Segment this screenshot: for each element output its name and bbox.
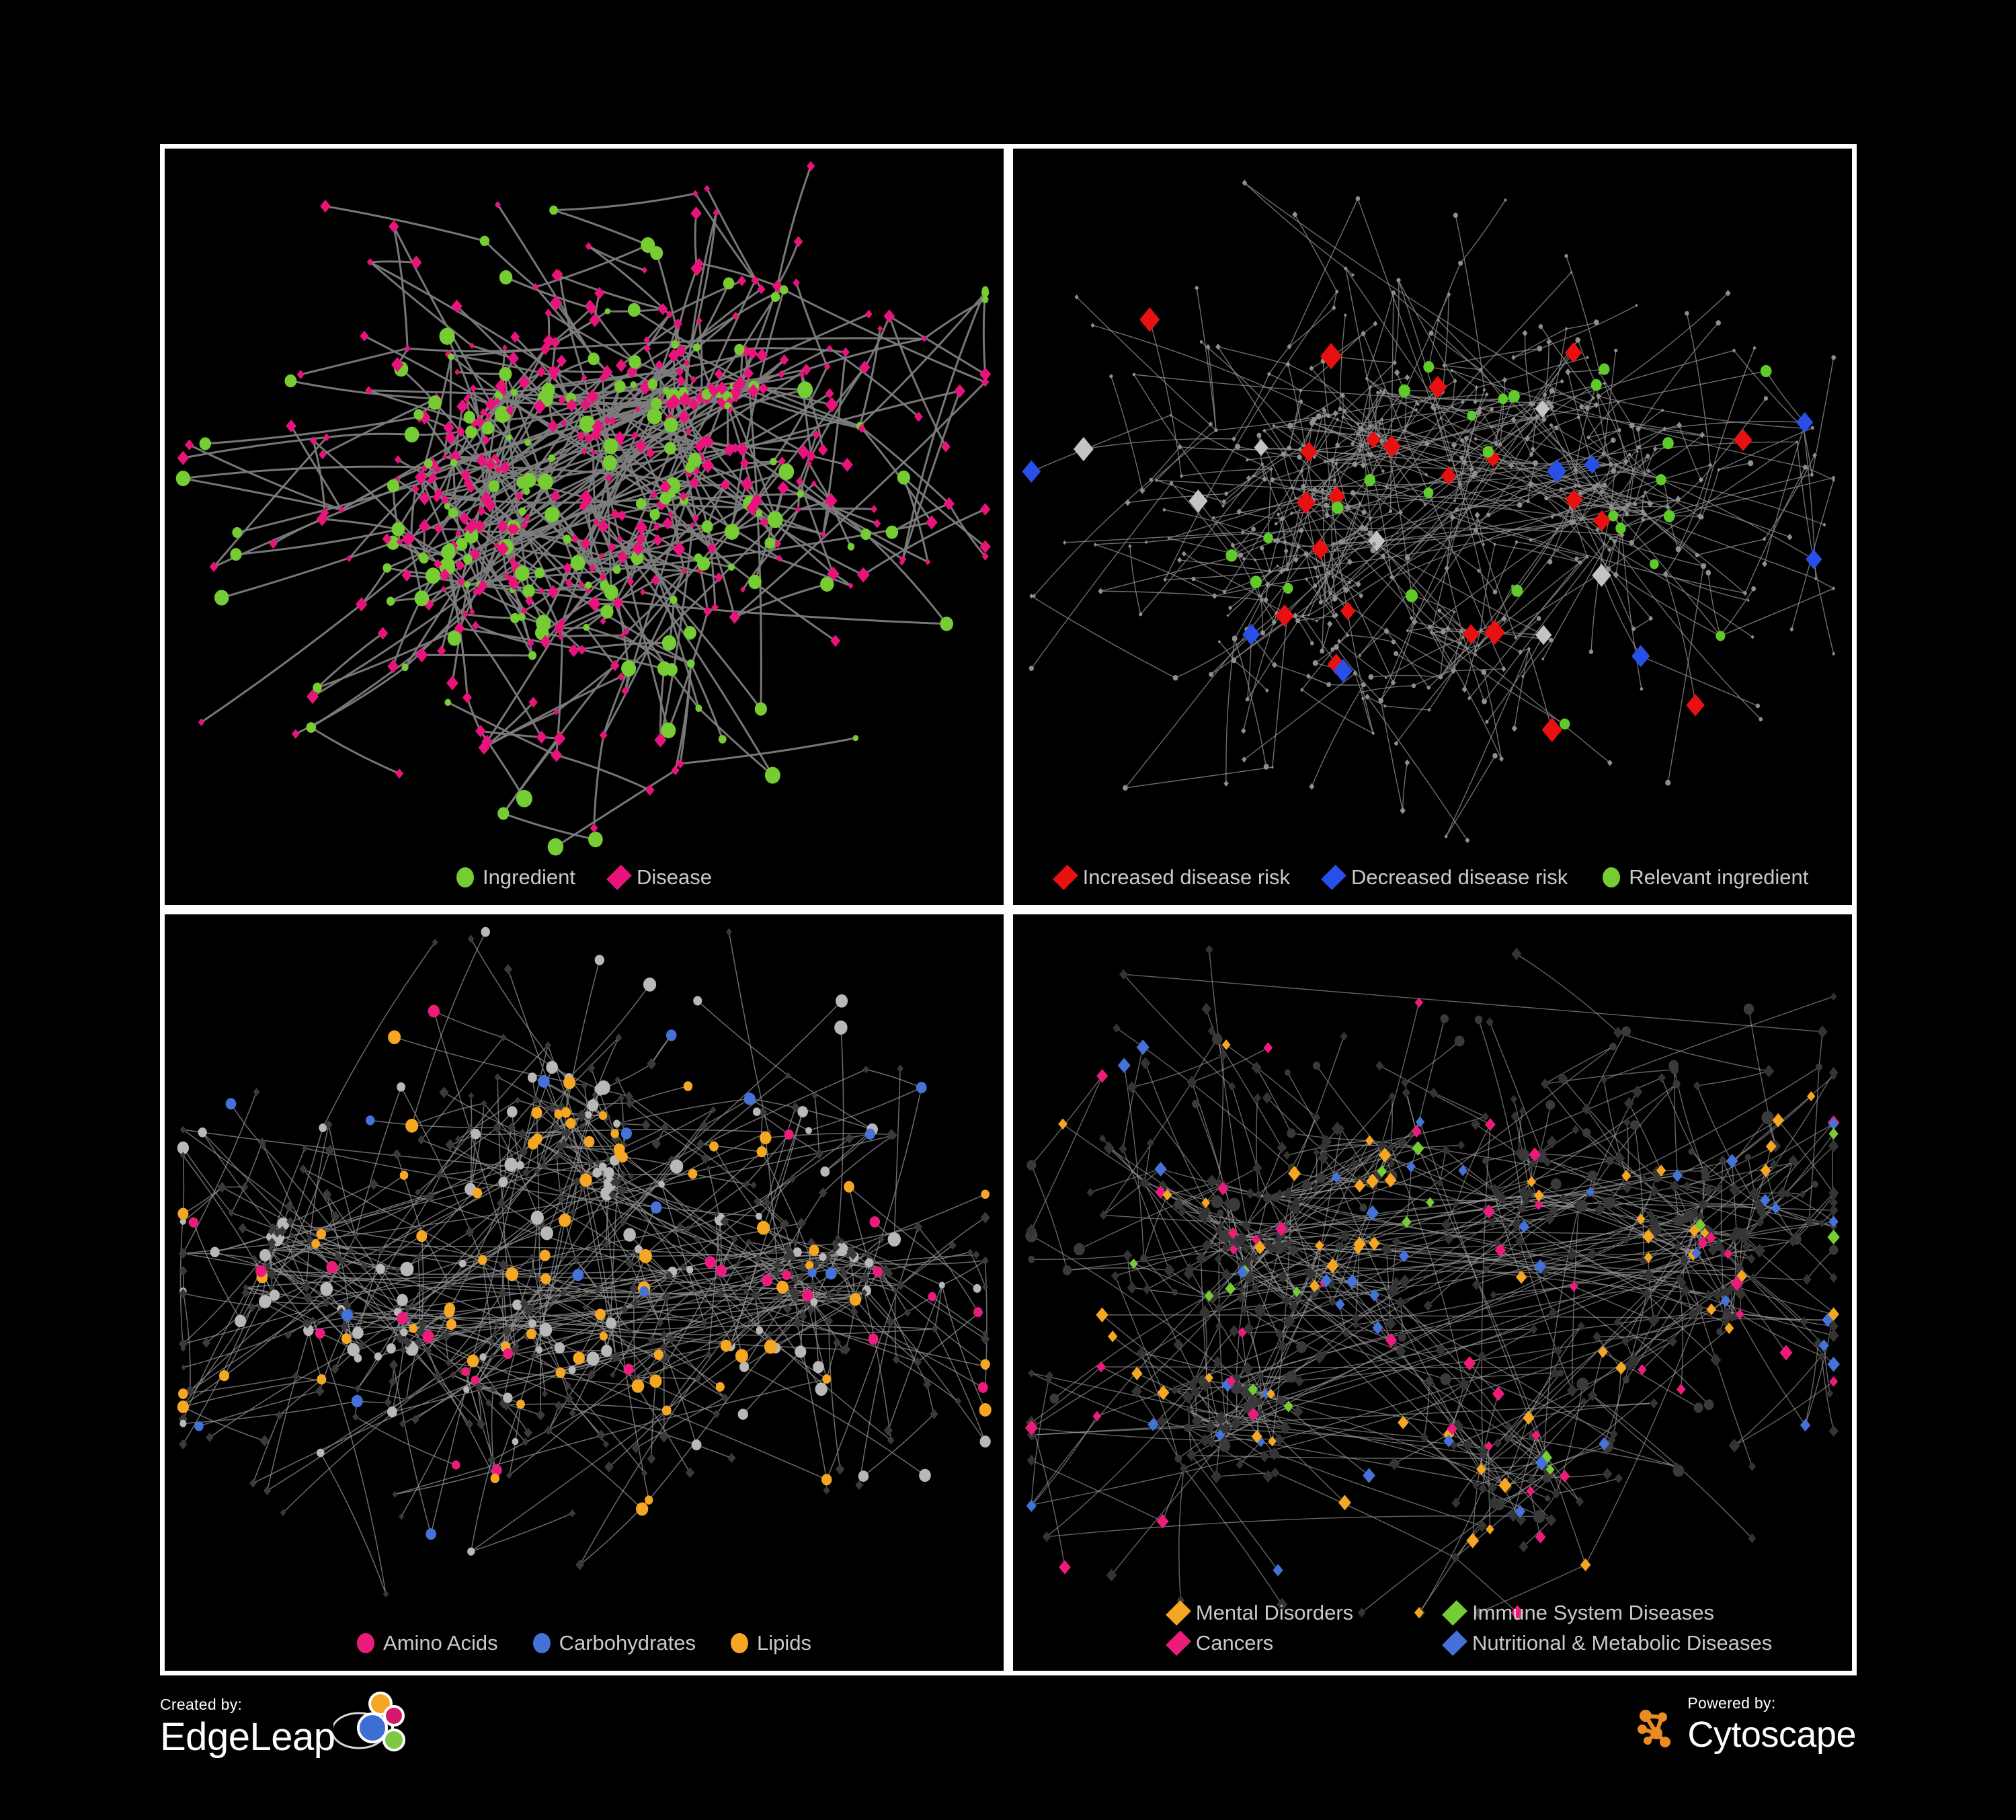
legend-label: Amino Acids xyxy=(383,1631,498,1655)
legend-swatch-diamond xyxy=(606,864,632,890)
network-graph-disease-risk xyxy=(1022,180,1836,844)
legend-swatch-circle xyxy=(1603,867,1621,887)
legend-item: Ingredient xyxy=(456,867,575,887)
cytoscape-wordmark: Cytoscape xyxy=(1687,1714,1856,1755)
cytoscape-branding: Powered by: Cytoscape xyxy=(1635,1694,1856,1753)
legend-label: Decreased disease risk xyxy=(1351,865,1568,889)
panel-grid: Ingredient Disease Increased disease ris… xyxy=(160,144,1857,1675)
legend-item: Amino Acids xyxy=(357,1632,498,1653)
created-by-caption: Created by: xyxy=(160,1696,243,1713)
panel-ingredient-disease[interactable]: Ingredient Disease xyxy=(165,149,1004,905)
legend-item: Decreased disease risk xyxy=(1321,864,1568,890)
cytoscape-network-icon xyxy=(1635,1706,1677,1751)
legend-label: Ingredient xyxy=(483,865,575,889)
edgeleap-branding: Created by: EdgeLeap xyxy=(160,1689,406,1757)
legend-item: Relevant ingredient xyxy=(1603,867,1808,887)
panel-nutrient-classes[interactable]: Amino Acids Carbohydrates Lipids xyxy=(165,914,1004,1671)
legend-swatch-diamond xyxy=(1165,1599,1191,1626)
legend-disease-risk: Increased disease risk Decreased disease… xyxy=(1013,864,1852,890)
legend-swatch-circle xyxy=(456,867,475,887)
powered-by-caption: Powered by: xyxy=(1687,1694,1776,1712)
legend-item: Increased disease risk xyxy=(1052,864,1291,890)
legend-swatch-circle xyxy=(730,1632,748,1653)
legend-disease-classes: Mental Disorders Immune System Diseases … xyxy=(1122,1599,1772,1656)
legend-label: Mental Disorders xyxy=(1195,1601,1354,1624)
legend-item: Disease xyxy=(606,864,712,890)
legend-label: Disease xyxy=(636,865,712,889)
panel-disease-classes[interactable]: Mental Disorders Immune System Diseases … xyxy=(1013,914,1852,1671)
legend-item: Carbohydrates xyxy=(532,1631,696,1655)
panel-disease-risk[interactable]: Increased disease risk Decreased disease… xyxy=(1013,149,1852,905)
legend-ingredient-disease: Ingredient Disease xyxy=(165,864,1004,890)
legend-swatch-circle xyxy=(532,1632,551,1653)
legend-label: Increased disease risk xyxy=(1082,865,1291,889)
legend-swatch-diamond xyxy=(1442,1630,1467,1656)
legend-item: Immune System Diseases xyxy=(1442,1599,1714,1626)
legend-label: Immune System Diseases xyxy=(1471,1601,1715,1624)
legend-label: Relevant ingredient xyxy=(1629,865,1809,889)
legend-label: Lipids xyxy=(756,1631,811,1655)
legend-item: Nutritional & Metabolic Diseases xyxy=(1442,1630,1772,1656)
network-graph-ingredient-disease xyxy=(175,161,992,856)
legend-swatch-diamond xyxy=(1165,1630,1191,1656)
legend-swatch-circle xyxy=(357,1632,375,1653)
legend-swatch-diamond xyxy=(1052,864,1078,890)
network-graph-nutrient-classes xyxy=(177,926,992,1598)
figure-footer: Created by: EdgeLeap xyxy=(160,1685,1856,1786)
legend-label: Carbohydrates xyxy=(559,1631,696,1655)
edgeleap-network-icon xyxy=(331,1689,406,1759)
legend-item: Lipids xyxy=(730,1631,811,1655)
legend-swatch-diamond xyxy=(1321,864,1346,890)
network-graph-disease-classes xyxy=(1024,945,1840,1620)
legend-label: Nutritional & Metabolic Diseases xyxy=(1471,1631,1773,1655)
legend-nutrient-classes: Amino Acids Carbohydrates Lipids xyxy=(165,1632,1004,1653)
legend-item: Mental Disorders xyxy=(1165,1599,1419,1626)
legend-swatch-diamond xyxy=(1442,1599,1467,1626)
legend-item: Cancers xyxy=(1165,1630,1419,1656)
legend-label: Cancers xyxy=(1195,1631,1274,1655)
edgeleap-wordmark: EdgeLeap xyxy=(160,1715,335,1759)
